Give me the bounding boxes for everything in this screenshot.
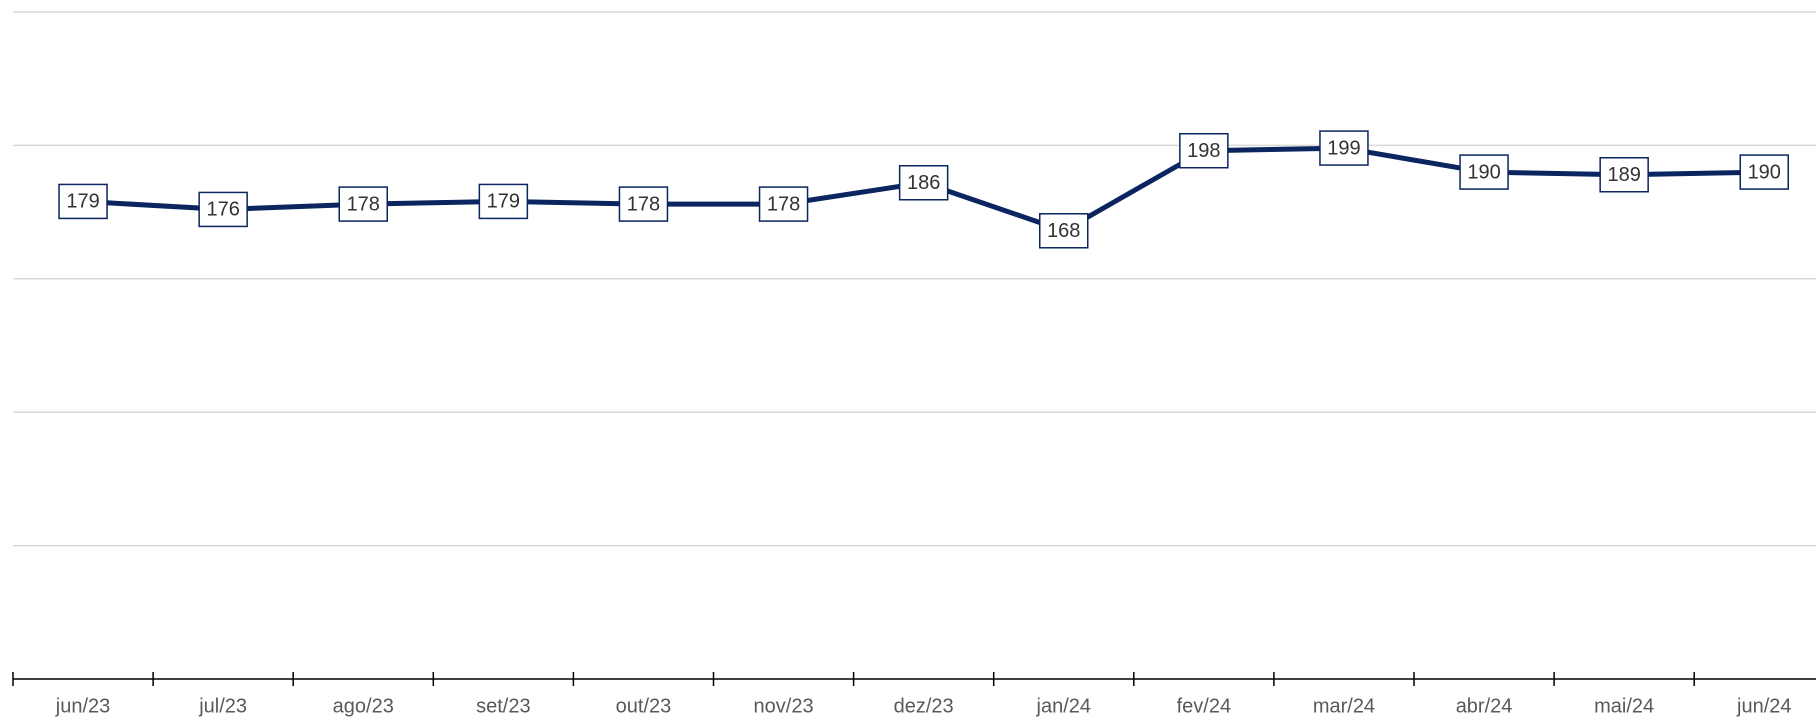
label-box [1459,154,1509,190]
label-box [478,183,529,220]
x-tick-label: jun/23 [55,695,111,717]
label-box [338,186,388,222]
x-tick-label: mar/24 [1313,695,1375,717]
label-box [58,183,108,220]
data-label: 178 [347,193,380,215]
data-label: 186 [907,172,940,194]
x-tick-label: set/23 [476,695,530,717]
data-label: 199 [1327,137,1360,159]
data-label: 176 [206,199,239,221]
x-tick-label: mai/24 [1594,695,1654,717]
x-tick-label: ago/23 [333,695,394,717]
label-box [1039,213,1089,249]
data-label: 179 [66,191,99,213]
x-tick-label: fev/24 [1177,695,1231,717]
data-label: 179 [487,191,520,213]
data-label: 189 [1607,164,1640,186]
x-tick-label: out/23 [616,695,672,717]
x-tick-label: dez/23 [894,695,954,717]
label-box [1319,130,1369,166]
data-label: 178 [767,193,800,215]
label-box [1179,132,1229,169]
x-tick-label: nov/23 [754,695,814,717]
x-tick-label: abr/24 [1456,695,1513,717]
data-label: 190 [1748,161,1781,183]
x-tick-label: jun/24 [1736,695,1792,717]
label-box [1739,154,1789,190]
label-box [1599,156,1649,193]
label-box [898,165,949,201]
data-label: 178 [627,193,660,215]
x-tick-label: jan/24 [1036,695,1092,717]
data-label: 168 [1047,220,1080,242]
label-box [618,186,669,222]
label-box [758,186,809,222]
x-tick-label: jul/23 [198,695,247,717]
label-box [198,191,248,228]
data-label: 190 [1467,161,1500,183]
data-label: 198 [1187,140,1220,162]
